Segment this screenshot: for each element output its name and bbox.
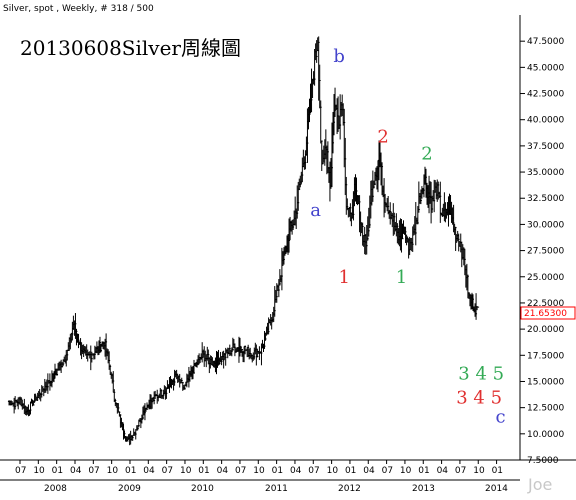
x-month-label: 01	[345, 466, 356, 476]
y-tick-label: 45.0000	[527, 63, 564, 73]
wave-label: b	[333, 46, 345, 67]
x-month-label: 04	[437, 466, 449, 476]
x-month-label: 07	[382, 466, 393, 476]
x-year-label: 2009	[118, 484, 141, 494]
x-month-label: 07	[235, 466, 246, 476]
x-axis: 07 10 01 04 07 10 01 04 07 10 01 04 07 10 01 04 07 10 01 04…	[15, 460, 508, 494]
x-month-label: 01	[52, 466, 63, 476]
y-tick-label: 35.0000	[527, 168, 564, 178]
y-axis: 7.5000 10.0000 12.5000 15.0000 17.5000 20.000…	[520, 37, 564, 466]
x-month-label: 04	[143, 466, 155, 476]
x-month-label: 01	[272, 466, 283, 476]
x-month-label: 07	[308, 466, 319, 476]
x-month-label: 10	[253, 466, 265, 476]
y-tick-label: 32.5000	[527, 194, 564, 204]
y-tick-label: 7.5000	[527, 456, 559, 466]
y-tick-label: 27.5000	[527, 247, 564, 257]
wave-label: 2	[421, 143, 432, 164]
last-price-box	[520, 306, 576, 320]
x-year-label: 2013	[412, 484, 435, 494]
wave-label: 3 4 5	[458, 363, 504, 384]
x-month-label: 04	[217, 466, 229, 476]
y-tick-label: 37.5000	[527, 142, 564, 152]
x-month-label: 10	[327, 466, 339, 476]
chart-title: 20130608Silver周線圖	[20, 36, 241, 60]
x-month-label: 01	[492, 466, 503, 476]
x-month-label: 04	[70, 466, 82, 476]
x-month-label: 04	[363, 466, 375, 476]
price-bars	[7, 36, 480, 446]
y-tick-label: 15.0000	[527, 377, 564, 387]
y-tick-label: 12.5000	[527, 404, 564, 414]
x-month-label: 07	[15, 466, 26, 476]
wave-label: 1	[339, 267, 350, 288]
wave-label: c	[496, 406, 506, 427]
y-tick-label: 30.0000	[527, 220, 564, 230]
y-tick-label: 10.0000	[527, 430, 564, 440]
x-month-label: 10	[400, 466, 412, 476]
x-year-label: 2010	[191, 484, 214, 494]
y-tick-label: 17.5000	[527, 351, 564, 361]
x-month-label: 01	[418, 466, 429, 476]
x-year-label: 2011	[265, 484, 288, 494]
x-month-label: 07	[88, 466, 99, 476]
wave-label: 1	[396, 267, 407, 288]
x-year-label: 2014	[485, 484, 508, 494]
y-tick-label: 47.5000	[527, 37, 564, 47]
x-month-label: 10	[107, 466, 119, 476]
wave-label: 3 4 5	[456, 387, 502, 408]
x-month-label: 10	[33, 466, 45, 476]
watermark: Joe	[527, 475, 552, 494]
chart-header: Silver, spot , Weekly, # 318 / 500	[3, 4, 154, 14]
x-month-label: 01	[198, 466, 209, 476]
x-month-label: 10	[180, 466, 192, 476]
last-price-label: 21.65300	[524, 309, 567, 319]
x-month-label: 01	[125, 466, 136, 476]
y-tick-label: 42.5000	[527, 90, 564, 100]
y-tick-label: 40.0000	[527, 116, 564, 126]
wave-label: a	[310, 200, 321, 221]
y-tick-label: 20.0000	[527, 325, 564, 335]
x-year-label: 2008	[44, 484, 67, 494]
x-month-label: 07	[162, 466, 173, 476]
y-tick-label: 25.0000	[527, 273, 564, 283]
y-tick-label: 22.5000	[527, 299, 564, 309]
x-month-label: 10	[473, 466, 485, 476]
wave-label: 2	[377, 127, 388, 148]
x-month-label: 07	[455, 466, 466, 476]
x-month-label: 04	[290, 466, 302, 476]
x-year-label: 2012	[338, 484, 361, 494]
